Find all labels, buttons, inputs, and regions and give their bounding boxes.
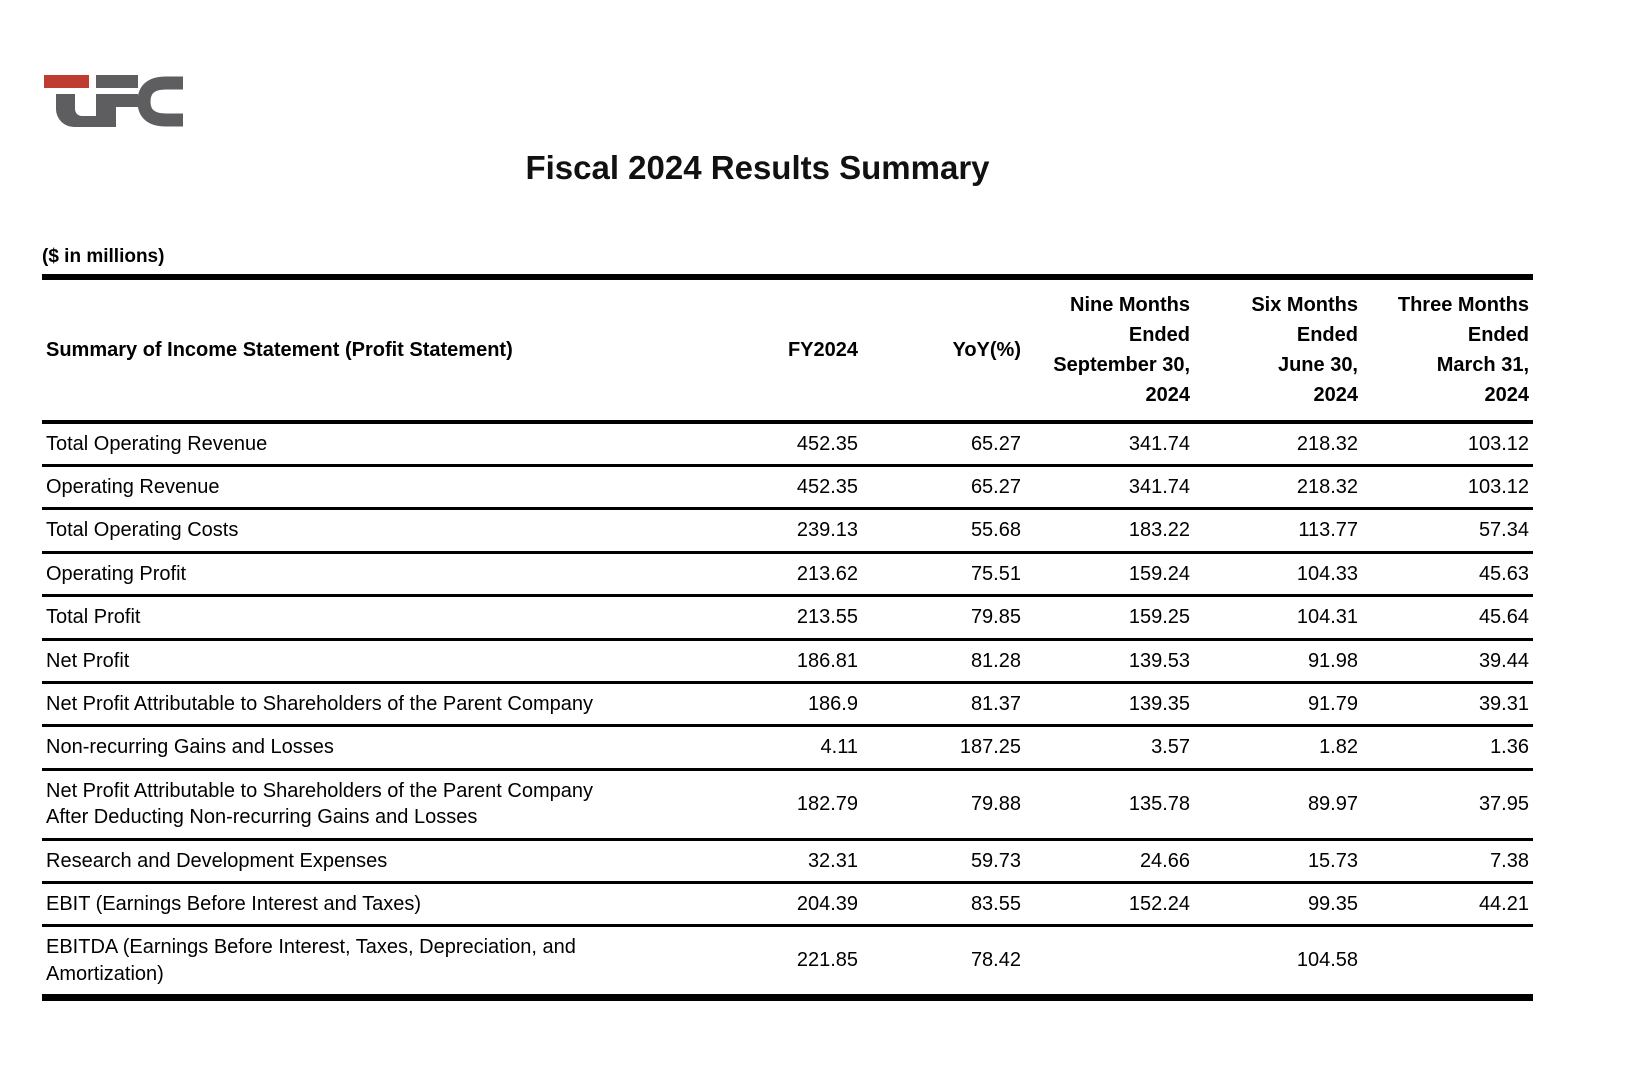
cell-value: 45.63 bbox=[1362, 550, 1533, 596]
row-label: Net Profit Attributable to Shareholders … bbox=[42, 767, 662, 839]
cell-value: 186.81 bbox=[662, 637, 862, 683]
cell-value bbox=[1025, 924, 1194, 998]
table-header-column: Nine Months Ended September 30, 2024 bbox=[1025, 276, 1194, 424]
cell-value: 81.37 bbox=[862, 680, 1025, 726]
cell-value: 135.78 bbox=[1025, 767, 1194, 839]
row-label: Research and Development Expenses bbox=[42, 837, 662, 883]
cell-value: 213.62 bbox=[662, 550, 862, 596]
cell-value: 91.98 bbox=[1194, 637, 1362, 683]
row-label: Operating Revenue bbox=[42, 463, 662, 509]
cell-value: 452.35 bbox=[662, 463, 862, 509]
cell-value: 104.58 bbox=[1194, 924, 1362, 998]
cell-value: 152.24 bbox=[1025, 880, 1194, 926]
row-label: Net Profit Attributable to Shareholders … bbox=[42, 680, 662, 726]
cell-value: 75.51 bbox=[862, 550, 1025, 596]
cell-value: 7.38 bbox=[1362, 837, 1533, 883]
cell-value: 59.73 bbox=[862, 837, 1025, 883]
cell-value: 37.95 bbox=[1362, 767, 1533, 839]
cell-value: 139.35 bbox=[1025, 680, 1194, 726]
table-row: EBIT (Earnings Before Interest and Taxes… bbox=[42, 880, 1533, 926]
income-statement-table: Summary of Income Statement (Profit Stat… bbox=[42, 273, 1533, 1002]
table-body: Total Operating Revenue 452.35 65.27 341.74… bbox=[42, 422, 1533, 998]
table-header-column: FY2024 bbox=[662, 276, 862, 424]
cell-value: 1.36 bbox=[1362, 724, 1533, 770]
cell-value: 89.97 bbox=[1194, 767, 1362, 839]
document-content: Fiscal 2024 Results Summary ($ in millio… bbox=[42, 64, 1533, 1002]
cell-value: 44.21 bbox=[1362, 880, 1533, 926]
table-row: EBITDA (Earnings Before Interest, Taxes,… bbox=[42, 924, 1533, 998]
table-row: Net Profit 186.81 81.28 139.53 91.98 39.44 bbox=[42, 637, 1533, 683]
row-label: Operating Profit bbox=[42, 550, 662, 596]
row-label: Net Profit bbox=[42, 637, 662, 683]
cell-value: 182.79 bbox=[662, 767, 862, 839]
table-header-row: Summary of Income Statement (Profit Stat… bbox=[42, 276, 1533, 424]
cell-value: 99.35 bbox=[1194, 880, 1362, 926]
cell-value: 65.27 bbox=[862, 463, 1025, 509]
cell-value: 39.44 bbox=[1362, 637, 1533, 683]
cell-value: 104.31 bbox=[1194, 594, 1362, 640]
units-note: ($ in millions) bbox=[42, 245, 165, 267]
cell-value: 55.68 bbox=[862, 507, 1025, 553]
cell-value: 103.12 bbox=[1362, 463, 1533, 509]
cell-value: 3.57 bbox=[1025, 724, 1194, 770]
cell-value: 218.32 bbox=[1296, 432, 1358, 455]
page-title: Fiscal 2024 Results Summary bbox=[525, 149, 990, 186]
cell-value: 57.34 bbox=[1362, 507, 1533, 553]
cell-value: 32.31 bbox=[662, 837, 862, 883]
cell-value: 45.64 bbox=[1362, 594, 1533, 640]
table-row: Non-recurring Gains and Losses 4.11 187.25… bbox=[42, 724, 1533, 770]
table-row: Operating Profit 213.62 75.51 159.24 104.33 4… bbox=[42, 550, 1533, 596]
cell-value: 104.33 bbox=[1194, 550, 1362, 596]
cell-value: 139.53 bbox=[1025, 637, 1194, 683]
cell-value: 186.9 bbox=[662, 680, 862, 726]
cell-value bbox=[1362, 924, 1533, 998]
table-header-column: Six Months Ended June 30, 2024 bbox=[1194, 276, 1362, 424]
table-header-column: YoY(%) bbox=[862, 276, 1025, 424]
table-header: Summary of Income Statement (Profit Stat… bbox=[42, 276, 1533, 424]
cell-value: 341.74 bbox=[1025, 463, 1194, 509]
table-row: Research and Development Expenses 32.31 59… bbox=[42, 837, 1533, 883]
table-row: Net Profit Attributable to Shareholders … bbox=[42, 680, 1533, 726]
cell-value: 452.35 bbox=[796, 432, 858, 455]
cell-value: 103.12 bbox=[1467, 432, 1529, 455]
cell-value: 187.25 bbox=[862, 724, 1025, 770]
cell-value: 183.22 bbox=[1025, 507, 1194, 553]
cell-value: 79.88 bbox=[862, 767, 1025, 839]
cell-value: 239.13 bbox=[662, 507, 862, 553]
cell-value: 159.25 bbox=[1025, 594, 1194, 640]
table-header-column: Three Months Ended March 31, 2024 bbox=[1362, 276, 1533, 424]
cell-value: 24.66 bbox=[1025, 837, 1194, 883]
table-row: Total Operating Revenue 452.35 65.27 341.74… bbox=[42, 422, 1533, 466]
cell-value: 83.55 bbox=[862, 880, 1025, 926]
cell-value: 81.28 bbox=[862, 637, 1025, 683]
cell-value: 113.77 bbox=[1194, 507, 1362, 553]
table-row: Operating Revenue 452.35 65.27 341.74 218.32… bbox=[42, 463, 1533, 509]
cell-value: 79.85 bbox=[862, 594, 1025, 640]
table-row: Total Operating Costs 239.13 55.68 183.22 11… bbox=[42, 507, 1533, 553]
cell-value: 65.27 bbox=[970, 432, 1021, 455]
cell-value: 1.82 bbox=[1194, 724, 1362, 770]
cell-value: 39.31 bbox=[1362, 680, 1533, 726]
table-header-label: Summary of Income Statement (Profit Stat… bbox=[42, 276, 662, 424]
cell-value: 159.24 bbox=[1025, 550, 1194, 596]
cell-value: 15.73 bbox=[1194, 837, 1362, 883]
row-label: Total Operating Costs bbox=[42, 507, 662, 553]
row-label: Non-recurring Gains and Losses bbox=[42, 724, 662, 770]
row-label: EBIT (Earnings Before Interest and Taxes… bbox=[42, 880, 662, 926]
cell-value: 204.39 bbox=[662, 880, 862, 926]
row-label: EBITDA (Earnings Before Interest, Taxes,… bbox=[42, 924, 662, 998]
table-row: Total Profit 213.55 79.85 159.25 104.31 45.64 bbox=[42, 594, 1533, 640]
cell-value: 91.79 bbox=[1194, 680, 1362, 726]
cell-value: 341.74 bbox=[1128, 432, 1190, 455]
company-logo-icon bbox=[44, 75, 183, 127]
row-label: Total Profit bbox=[42, 594, 662, 640]
cell-value: 213.55 bbox=[662, 594, 862, 640]
cell-value: 4.11 bbox=[662, 724, 862, 770]
cell-value: 218.32 bbox=[1194, 463, 1362, 509]
table-row: Net Profit Attributable to Shareholders … bbox=[42, 767, 1533, 839]
row-label: Total Operating Revenue bbox=[46, 432, 268, 455]
cell-value: 78.42 bbox=[862, 924, 1025, 998]
cell-value: 221.85 bbox=[662, 924, 862, 998]
